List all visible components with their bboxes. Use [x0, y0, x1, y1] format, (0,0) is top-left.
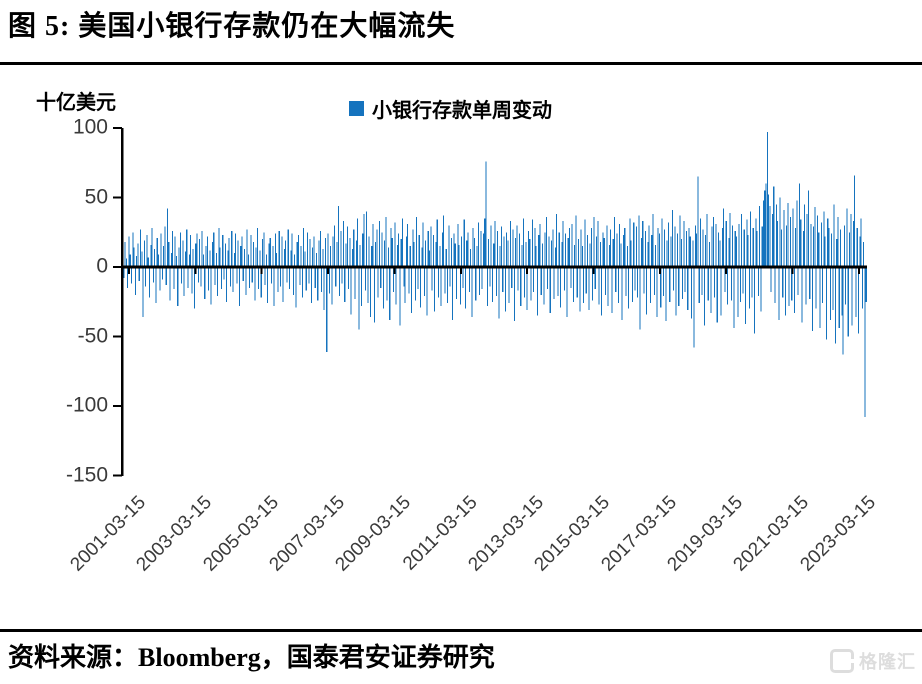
source-divider	[0, 629, 922, 632]
gelonghui-logo-icon	[830, 649, 854, 673]
y-tick-label: 0	[96, 254, 108, 278]
chart-legend: 小银行存款单周变动	[349, 94, 552, 123]
y-tick-label: 100	[72, 115, 108, 139]
legend-swatch-icon	[349, 101, 364, 116]
y-tick-label: -100	[65, 393, 108, 417]
watermark-label: 格隆汇	[859, 652, 916, 672]
y-axis-unit-label: 十亿美元	[36, 92, 116, 114]
y-tick-label: -50	[77, 324, 108, 348]
y-tick-label: 50	[84, 185, 108, 209]
legend-label: 小银行存款单周变动	[372, 100, 552, 122]
gelonghui-watermark: 格隆汇	[830, 648, 916, 674]
y-tick-label: -150	[65, 463, 108, 487]
source-text: 资料来源：Bloomberg，国泰君安证券研究	[8, 643, 495, 672]
title-divider	[0, 62, 922, 65]
page-title: 图 5: 美国小银行存款仍在大幅流失	[8, 11, 456, 42]
